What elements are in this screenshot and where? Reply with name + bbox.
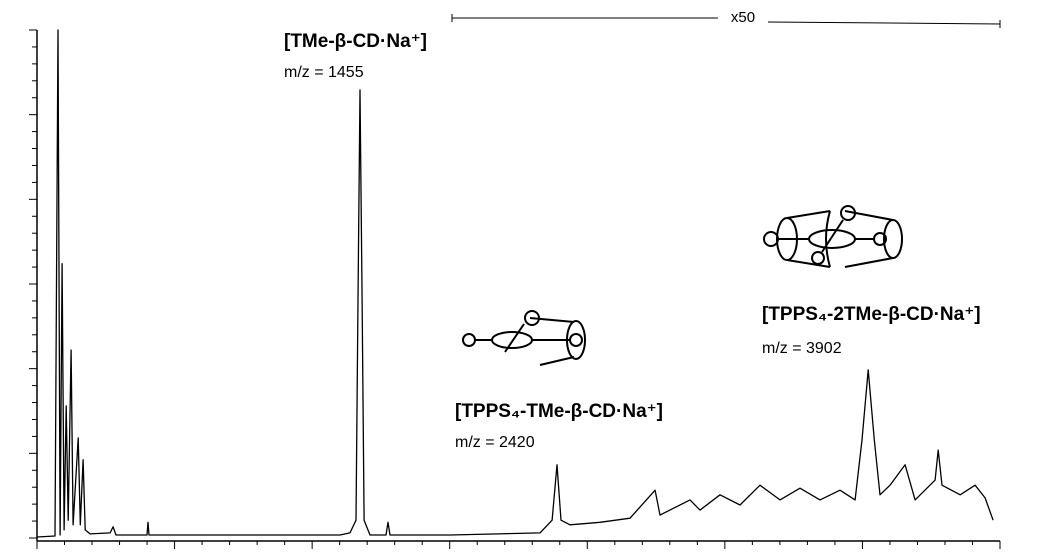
complex-icon-1 — [463, 311, 585, 365]
chart: x50 — [0, 0, 1049, 552]
peak-mz: m/z = 2420 — [455, 434, 535, 452]
spectrum-line — [37, 30, 993, 537]
zoom-label: x50 — [731, 9, 755, 26]
peak-label: [TPPS₄-TMe-β-CD·Na⁺] — [455, 400, 663, 423]
zoom-bracket — [452, 14, 1000, 28]
complex-icon-2 — [764, 206, 902, 267]
peak-mz: m/z = 1455 — [284, 64, 364, 82]
peak-mz: m/z = 3902 — [762, 340, 842, 358]
peak-label: [TMe-β-CD·Na⁺] — [284, 30, 427, 53]
peak-label: [TPPS₄-2TMe-β-CD·Na⁺] — [762, 303, 981, 326]
spectrum-figure: x50 [TMe-β-CD·Na⁺] m/z = 1455 [TPPS₄-TMe… — [0, 0, 1049, 552]
